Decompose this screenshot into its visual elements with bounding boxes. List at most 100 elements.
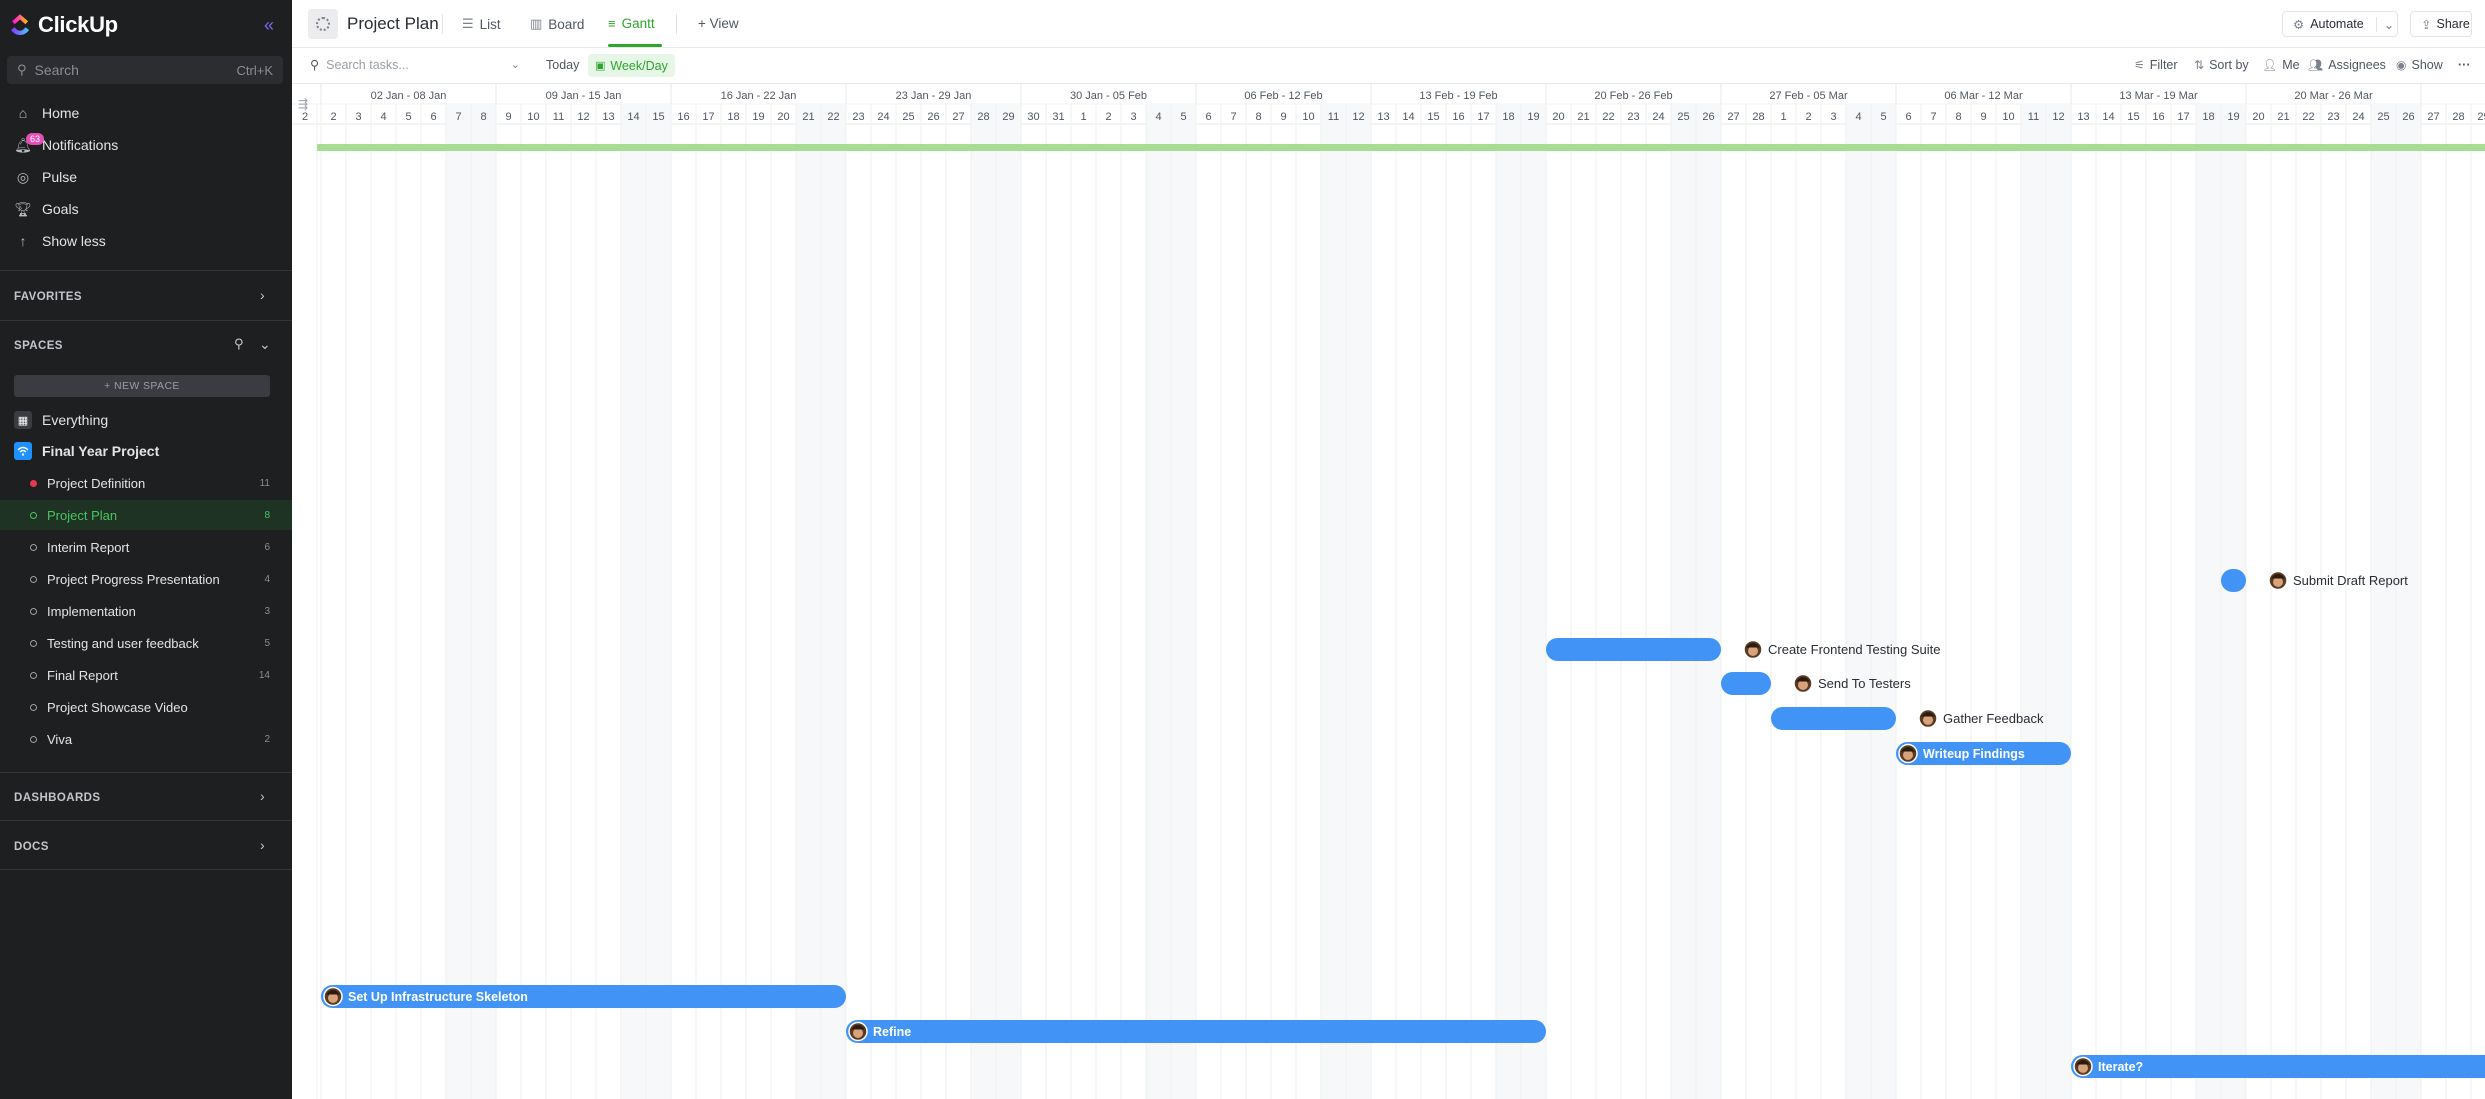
task-bar[interactable] bbox=[846, 1020, 1546, 1043]
today-button[interactable]: Today bbox=[546, 58, 580, 72]
day-label: 28 bbox=[977, 111, 989, 123]
calendar-icon: ▣ bbox=[595, 60, 606, 72]
sort-button[interactable]: ⇅ Sort by bbox=[2194, 58, 2249, 72]
timescale-select[interactable]: ▣ Week/Day bbox=[588, 54, 675, 77]
share-icon: ⇪ bbox=[2421, 17, 2432, 32]
avatar-hair bbox=[851, 1025, 865, 1030]
filter-button[interactable]: ⚟ Filter bbox=[2134, 58, 2178, 72]
me-filter-button[interactable]: 👤︎ Me bbox=[2262, 58, 2300, 72]
task-label[interactable]: Send To Testers bbox=[1818, 676, 1911, 691]
status-dot-icon bbox=[30, 671, 37, 679]
dashboards-expand-chevron-icon[interactable]: › bbox=[260, 788, 265, 804]
task-bar[interactable] bbox=[2221, 569, 2246, 592]
space-name: Final Year Project bbox=[42, 443, 160, 459]
share-button[interactable]: ⇪ Share bbox=[2410, 11, 2472, 37]
list-item-project-showcase-video[interactable]: Project Showcase Video bbox=[0, 692, 292, 722]
list-status-icon[interactable] bbox=[308, 9, 338, 39]
task-bar[interactable] bbox=[1721, 672, 1771, 695]
day-label: 3 bbox=[1130, 111, 1136, 123]
add-view-button[interactable]: + View bbox=[698, 16, 739, 31]
list-item-interim-report[interactable]: Interim Report 6 bbox=[0, 532, 292, 562]
expand-task-list-icon[interactable]: ⇶ bbox=[298, 97, 308, 111]
task-label[interactable]: Set Up Infrastructure Skeleton bbox=[348, 990, 528, 1004]
bell-icon: 🔔︎ 63 bbox=[14, 132, 45, 154]
spaces-header[interactable]: SPACES bbox=[14, 340, 63, 352]
weekend-column bbox=[996, 104, 1021, 1099]
arrow-up-icon: ↑ bbox=[19, 233, 27, 249]
task-label[interactable]: Create Frontend Testing Suite bbox=[1768, 642, 1940, 657]
nav-notifications[interactable]: 🔔︎ 63 Notifications bbox=[14, 132, 118, 158]
task-bar[interactable] bbox=[1546, 638, 1721, 661]
day-label: 5 bbox=[1180, 111, 1186, 123]
list-item-project-plan[interactable]: Project Plan 8 bbox=[0, 500, 292, 530]
gantt-chart: ⇶ 2 3 4 5 6 7 8 9 10 11 12 13 14 15 16 17 18 19 20 21 22 23 24 2… bbox=[292, 84, 2485, 1099]
day-label: 20 bbox=[777, 111, 789, 123]
spaces-search-icon[interactable]: ⚲ bbox=[234, 336, 244, 351]
week-label: 13 Mar - 19 Mar bbox=[2119, 90, 2198, 102]
assignees-label: Assignees bbox=[2328, 58, 2386, 72]
day-label: 27 bbox=[2427, 111, 2439, 123]
day-label: 13 bbox=[2077, 111, 2089, 123]
day-label: 7 bbox=[1230, 111, 1236, 123]
list-item-viva[interactable]: Viva 2 bbox=[0, 724, 292, 754]
weekend-column bbox=[621, 104, 646, 1099]
status-dot-icon bbox=[30, 479, 37, 487]
day-label: 21 bbox=[1577, 111, 1589, 123]
status-dot-icon bbox=[30, 511, 37, 519]
clickup-logo[interactable]: ClickUp bbox=[8, 10, 118, 40]
new-space-button[interactable]: + NEW SPACE bbox=[14, 375, 270, 397]
list-item-testing-and-user-feedback[interactable]: Testing and user feedback 5 bbox=[0, 628, 292, 658]
favorites-expand-chevron-icon[interactable]: › bbox=[260, 287, 265, 303]
everything-icon: ▦ bbox=[14, 411, 32, 429]
page-title[interactable]: Project Plan bbox=[347, 14, 439, 33]
task-label[interactable]: Gather Feedback bbox=[1943, 711, 2044, 726]
more-options-icon[interactable]: ··· bbox=[2458, 58, 2471, 72]
favorites-header[interactable]: FAVORITES bbox=[14, 291, 82, 303]
avatar-face bbox=[1798, 680, 1808, 690]
docs-header[interactable]: DOCS bbox=[14, 841, 49, 853]
automate-button[interactable]: ⚙ Automate ⌄ bbox=[2282, 11, 2398, 37]
nav-goals[interactable]: 🏆︎ Goals bbox=[14, 196, 78, 222]
day-label: 26 bbox=[927, 111, 939, 123]
list-item-count: 4 bbox=[264, 573, 270, 585]
task-bar[interactable] bbox=[1771, 707, 1896, 730]
list-item-project-progress-presentation[interactable]: Project Progress Presentation 4 bbox=[0, 564, 292, 594]
tab-list[interactable]: ☰ List bbox=[462, 16, 501, 32]
board-icon: ▥ bbox=[530, 16, 543, 31]
dashboards-header[interactable]: DASHBOARDS bbox=[14, 792, 101, 804]
avatar-face bbox=[2273, 577, 2283, 587]
task-label[interactable]: Writeup Findings bbox=[1923, 747, 2025, 761]
task-bar[interactable] bbox=[2071, 1055, 2485, 1078]
task-label[interactable]: Iterate? bbox=[2098, 1060, 2143, 1074]
weekend-column bbox=[1521, 104, 1546, 1099]
task-bar[interactable] bbox=[321, 985, 846, 1008]
week-label: 27 Feb - 05 Mar bbox=[1769, 90, 1848, 102]
nav-home[interactable]: ⌂ Home bbox=[14, 100, 80, 126]
list-item-final-report[interactable]: Final Report 14 bbox=[0, 660, 292, 690]
show-button[interactable]: ◉ Show bbox=[2396, 58, 2443, 72]
nav-show-less[interactable]: ↑ Show less bbox=[14, 228, 106, 254]
project-summary-bar[interactable] bbox=[317, 144, 2485, 151]
avatar-face bbox=[1748, 646, 1758, 656]
nav-pulse[interactable]: ◎ Pulse bbox=[14, 164, 77, 190]
sidebar-search-input[interactable]: ⚲ Search Ctrl+K bbox=[7, 56, 283, 84]
assignees-button[interactable]: 👥︎ Assignees bbox=[2308, 58, 2386, 72]
list-item-label: Final Report bbox=[47, 667, 118, 683]
spaces-collapse-chevron-icon[interactable]: ⌄ bbox=[259, 336, 271, 352]
weekend-column bbox=[1671, 104, 1696, 1099]
notification-badge: 63 bbox=[26, 132, 45, 145]
tab-gantt[interactable]: ≡ Gantt bbox=[608, 16, 655, 31]
docs-expand-chevron-icon[interactable]: › bbox=[260, 837, 265, 853]
list-item-implementation[interactable]: Implementation 3 bbox=[0, 596, 292, 626]
task-bar[interactable] bbox=[1896, 742, 2071, 765]
week-label: 06 Mar - 12 Mar bbox=[1944, 90, 2023, 102]
task-label[interactable]: Refine bbox=[873, 1025, 911, 1039]
tab-board[interactable]: ▥ Board bbox=[530, 16, 584, 32]
everything-item[interactable]: ▦ Everything bbox=[14, 408, 108, 432]
space-final-year-project[interactable]: Final Year Project bbox=[14, 439, 159, 463]
task-label[interactable]: Submit Draft Report bbox=[2293, 573, 2408, 588]
collapse-sidebar-icon[interactable]: « bbox=[263, 15, 274, 35]
task-search-input[interactable]: ⚲ Search tasks... ⌄ bbox=[310, 57, 520, 73]
list-item-count: 5 bbox=[264, 637, 270, 649]
list-item-project-definition[interactable]: Project Definition 11 bbox=[0, 468, 292, 498]
